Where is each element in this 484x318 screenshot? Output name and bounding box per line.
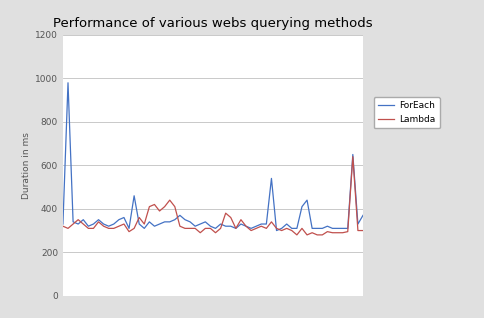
ForEach xyxy=(162,220,167,224)
ForEach xyxy=(116,218,122,222)
Title: Performance of various webs querying methods: Performance of various webs querying met… xyxy=(53,17,373,30)
Lambda xyxy=(136,216,142,219)
ForEach xyxy=(273,229,279,232)
Lambda xyxy=(111,226,117,230)
Lambda xyxy=(350,155,356,159)
Y-axis label: Duration in ms: Duration in ms xyxy=(22,132,31,199)
ForEach xyxy=(65,81,71,85)
Lambda xyxy=(60,224,66,228)
Line: ForEach: ForEach xyxy=(63,83,363,231)
Lambda xyxy=(162,205,167,209)
ForEach xyxy=(141,226,147,230)
Lambda xyxy=(360,229,366,232)
Lambda xyxy=(294,233,300,237)
Legend: ForEach, Lambda: ForEach, Lambda xyxy=(374,97,439,128)
ForEach xyxy=(151,224,157,228)
Lambda xyxy=(147,205,152,209)
ForEach xyxy=(167,220,173,224)
ForEach xyxy=(360,213,366,217)
ForEach xyxy=(60,222,66,226)
Line: Lambda: Lambda xyxy=(63,157,363,235)
Lambda xyxy=(157,209,163,213)
Lambda xyxy=(248,229,254,232)
ForEach xyxy=(253,224,259,228)
